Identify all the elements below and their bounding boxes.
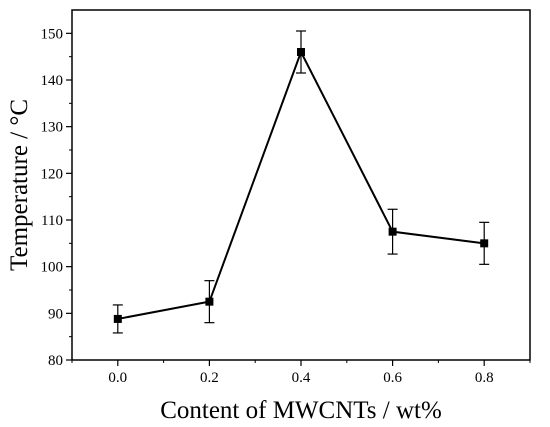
y-tick-label: 100 [41,260,64,276]
x-tick-label: 0.4 [292,370,311,386]
x-axis-title: Content of MWCNTs / wt% [160,397,442,424]
y-tick-label: 110 [41,213,63,229]
plot-area [112,30,490,334]
x-tick-label: 0.6 [383,370,402,386]
x-tick-label: 0.2 [200,370,219,386]
y-axis-ticks: 80 90 100 110 120 130 140 150 [41,26,72,369]
y-tick-label: 80 [48,353,63,369]
data-point [480,239,489,248]
y-tick-label: 140 [41,73,64,89]
y-tick-label: 150 [41,26,64,42]
y-axis-title: Temperature / °C [6,99,33,271]
data-point [388,227,397,236]
x-tick-label: 0.0 [108,370,127,386]
x-tick-label: 0.8 [475,370,494,386]
y-tick-label: 90 [48,306,63,322]
y-tick-label: 130 [41,120,64,136]
x-axis-ticks: 0.0 0.2 0.4 0.6 0.8 [71,360,531,386]
y-tick-label: 120 [41,166,64,182]
data-point [113,314,122,323]
data-point [205,297,214,306]
data-point [297,48,305,56]
